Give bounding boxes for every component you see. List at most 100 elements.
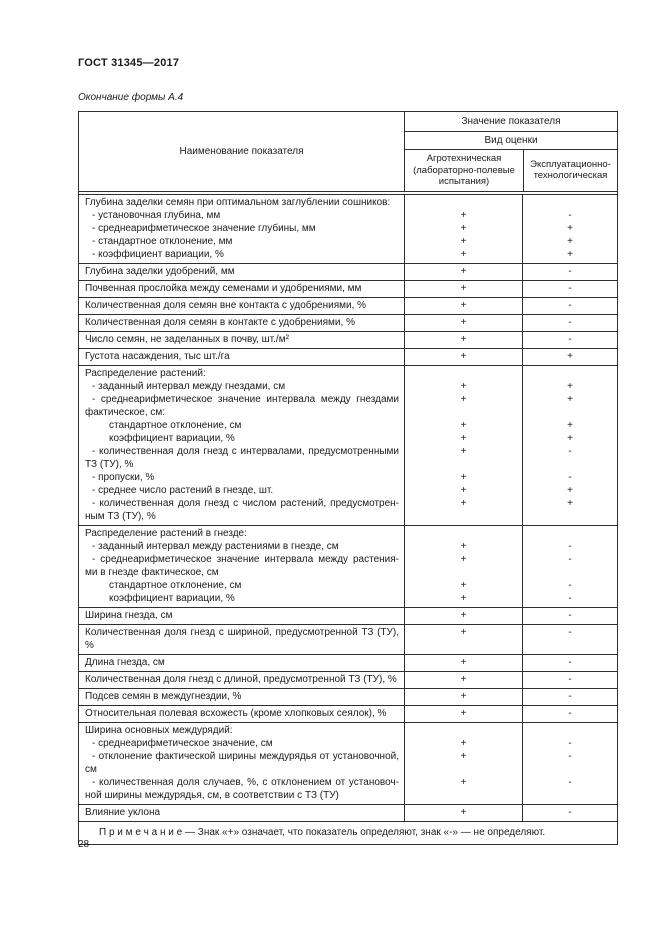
table-header: Наименование показателя Значение показат… xyxy=(79,112,617,192)
table-line: стандартное отклонение, см + - xyxy=(79,578,617,592)
value-operational: - xyxy=(522,688,617,705)
value-agrotechnical: + xyxy=(404,348,522,365)
row-label: Относительная полевая всхожесть (кроме х… xyxy=(85,707,387,719)
table-row: Подсев семян в междугнездии, % + - xyxy=(79,687,617,705)
table-line: Глубина заделки удобрений, мм + - xyxy=(79,263,617,280)
table-line: Длина гнезда, см + - xyxy=(79,654,617,671)
row-label: - заданный интервал между гнездами, см xyxy=(92,380,286,392)
table-row: Густота насаждения, тыс шт./га + + xyxy=(79,347,617,365)
table-row: Ширина основных междурядий: - среднеарифм… xyxy=(79,721,617,804)
value-agrotechnical: + xyxy=(404,671,522,688)
table-line: Влияние уклона + - xyxy=(79,804,617,821)
table-row: Почвенная прослойка между семенами и удо… xyxy=(79,279,617,297)
value-operational: - xyxy=(522,331,617,348)
table-row: Число семян, не заделанных в почву, шт./… xyxy=(79,330,617,348)
row-label: Подсев семян в междугнездии, % xyxy=(85,690,242,702)
table-line: - заданный интервал между гнездами, см + + xyxy=(79,379,617,393)
row-label: коэффициент вариации, % xyxy=(109,432,235,444)
table-line: Подсев семян в междугнездии, % + - xyxy=(79,688,617,705)
row-label: Распределение растений в гнезде: xyxy=(85,527,247,539)
row-label: Количественная доля семян в контакте с у… xyxy=(85,316,355,328)
value-agrotechnical: + xyxy=(404,280,522,297)
table-line: Количественная доля гнезд с длиной, пред… xyxy=(79,671,617,688)
row-label: Почвенная прослойка между семенами и удо… xyxy=(85,282,362,294)
row-label: Густота насаждения, тыс шт./га xyxy=(85,350,230,362)
table-line: - количественная доля гнезд с числом рас… xyxy=(79,496,617,525)
value-agrotechnical: + xyxy=(404,624,522,654)
row-label: Ширина гнезда, см xyxy=(85,609,173,621)
row-label: - среднеарифметическое значение интервал… xyxy=(85,393,399,418)
value-operational: + xyxy=(522,348,617,365)
table-line: Количественная доля гнезд с шириной, пре… xyxy=(79,624,617,654)
value-operational: - xyxy=(522,607,617,624)
table-row: Относительная полевая всхожесть (кроме х… xyxy=(79,704,617,722)
table-line: - среднее число растений в гнезде, шт. + + xyxy=(79,483,617,497)
value-operational: + xyxy=(522,221,617,235)
table-row: Глубина заделки семян при оптимальном за… xyxy=(79,194,617,263)
value-agrotechnical: + xyxy=(404,578,522,592)
value-operational: + xyxy=(522,418,617,432)
table-line: Густота насаждения, тыс шт./га + + xyxy=(79,348,617,365)
table-row: Длина гнезда, см + - xyxy=(79,653,617,671)
value-operational: - xyxy=(522,280,617,297)
value-header-group: Значение показателя Вид оценки Агротехни… xyxy=(404,112,617,191)
row-label: Длина гнезда, см xyxy=(85,656,165,668)
value-agrotechnical: + xyxy=(404,221,522,235)
value-operational: - xyxy=(522,736,617,750)
row-label: стандартное отклонение, см xyxy=(109,419,242,431)
table-line: - среднеарифметическое значение глубины,… xyxy=(79,221,617,235)
row-label: Влияние уклона xyxy=(85,806,161,818)
value-agrotechnical: + xyxy=(404,234,522,248)
value-operational xyxy=(522,365,617,380)
value-operational: - xyxy=(522,314,617,331)
row-label: коэффициент вариации, % xyxy=(109,592,235,604)
table-line: - заданный интервал между растениями в г… xyxy=(79,539,617,553)
row-label: - среднеарифметическое значение, см xyxy=(92,737,273,749)
table-line: - количественная доля случаев, %, с откл… xyxy=(79,775,617,804)
value-agrotechnical: + xyxy=(404,496,522,525)
evaluation-columns: Агротехническая (лабораторно-полевые исп… xyxy=(405,150,617,191)
row-label: Количественная доля семян вне контакта с… xyxy=(85,299,367,311)
value-operational xyxy=(522,525,617,540)
value-operational: - xyxy=(522,654,617,671)
table-line: Распределение растений: xyxy=(79,365,617,380)
value-agrotechnical: + xyxy=(404,392,522,419)
value-operational: - xyxy=(522,624,617,654)
value-agrotechnical: + xyxy=(404,470,522,484)
row-label: - стандартное отклонение, мм xyxy=(92,235,233,247)
table-line: стандартное отклонение, см + + xyxy=(79,418,617,432)
table-line: Относительная полевая всхожесть (кроме х… xyxy=(79,705,617,722)
row-label: стандартное отклонение, см xyxy=(109,579,242,591)
indicators-table: Наименование показателя Значение показат… xyxy=(78,111,618,845)
table-line: Число семян, не заделанных в почву, шт./… xyxy=(79,331,617,348)
value-agrotechnical: + xyxy=(404,331,522,348)
table-row: Влияние уклона + - xyxy=(79,803,617,821)
table-line: Количественная доля семян вне контакта с… xyxy=(79,297,617,314)
value-agrotechnical xyxy=(404,525,522,540)
table-line: - среднеарифметическое значение интервал… xyxy=(79,392,617,419)
table-line: Ширина гнезда, см + - xyxy=(79,607,617,624)
row-label: Глубина заделки семян при оптимальном за… xyxy=(85,196,391,208)
value-agrotechnical xyxy=(404,194,522,209)
value-operational: - xyxy=(522,208,617,222)
value-operational: - xyxy=(522,539,617,553)
value-operational: - xyxy=(522,578,617,592)
value-operational xyxy=(522,194,617,209)
table-row: Количественная доля семян в контакте с у… xyxy=(79,313,617,331)
table-line: коэффициент вариации, % + - xyxy=(79,591,617,607)
table-row: Распределение растений в гнезде: - заданн… xyxy=(79,524,617,607)
value-operational: + xyxy=(522,496,617,525)
form-caption: Окончание формы А.4 xyxy=(78,92,184,103)
value-operational: + xyxy=(522,234,617,248)
value-operational: - xyxy=(522,470,617,484)
table-line: - среднеарифметическое значение, см + - xyxy=(79,736,617,750)
value-operational: + xyxy=(522,483,617,497)
column-header-indicator-name: Наименование показателя xyxy=(179,145,304,157)
table-row: Количественная доля гнезд с длиной, пред… xyxy=(79,670,617,688)
value-operational: - xyxy=(522,671,617,688)
value-operational: - xyxy=(522,775,617,804)
row-label: - установочная глубина, мм xyxy=(92,209,221,221)
value-agrotechnical: + xyxy=(404,654,522,671)
value-operational: + xyxy=(522,379,617,393)
row-label: Число семян, не заделанных в почву, шт./… xyxy=(85,333,289,345)
